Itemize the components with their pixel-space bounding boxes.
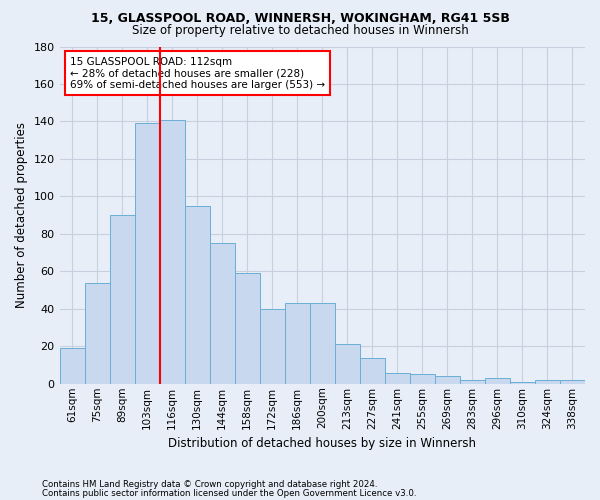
Bar	[160, 120, 185, 384]
X-axis label: Distribution of detached houses by size in Winnersh: Distribution of detached houses by size …	[168, 437, 476, 450]
Bar	[235, 273, 260, 384]
Bar	[285, 303, 310, 384]
Text: Size of property relative to detached houses in Winnersh: Size of property relative to detached ho…	[131, 24, 469, 37]
Y-axis label: Number of detached properties: Number of detached properties	[15, 122, 28, 308]
Text: Contains HM Land Registry data © Crown copyright and database right 2024.: Contains HM Land Registry data © Crown c…	[42, 480, 377, 489]
Bar	[435, 376, 460, 384]
Bar	[460, 380, 485, 384]
Bar	[310, 303, 335, 384]
Bar	[385, 372, 410, 384]
Bar	[535, 380, 560, 384]
Bar	[260, 309, 285, 384]
Bar	[85, 282, 110, 384]
Bar	[209, 243, 235, 384]
Bar	[410, 374, 435, 384]
Text: Contains public sector information licensed under the Open Government Licence v3: Contains public sector information licen…	[42, 488, 416, 498]
Bar	[560, 380, 585, 384]
Bar	[110, 215, 134, 384]
Bar	[59, 348, 85, 384]
Bar	[485, 378, 510, 384]
Bar	[510, 382, 535, 384]
Bar	[185, 206, 209, 384]
Bar	[335, 344, 360, 384]
Text: 15, GLASSPOOL ROAD, WINNERSH, WOKINGHAM, RG41 5SB: 15, GLASSPOOL ROAD, WINNERSH, WOKINGHAM,…	[91, 12, 509, 26]
Bar	[134, 124, 160, 384]
Bar	[360, 358, 385, 384]
Text: 15 GLASSPOOL ROAD: 112sqm
← 28% of detached houses are smaller (228)
69% of semi: 15 GLASSPOOL ROAD: 112sqm ← 28% of detac…	[70, 56, 325, 90]
